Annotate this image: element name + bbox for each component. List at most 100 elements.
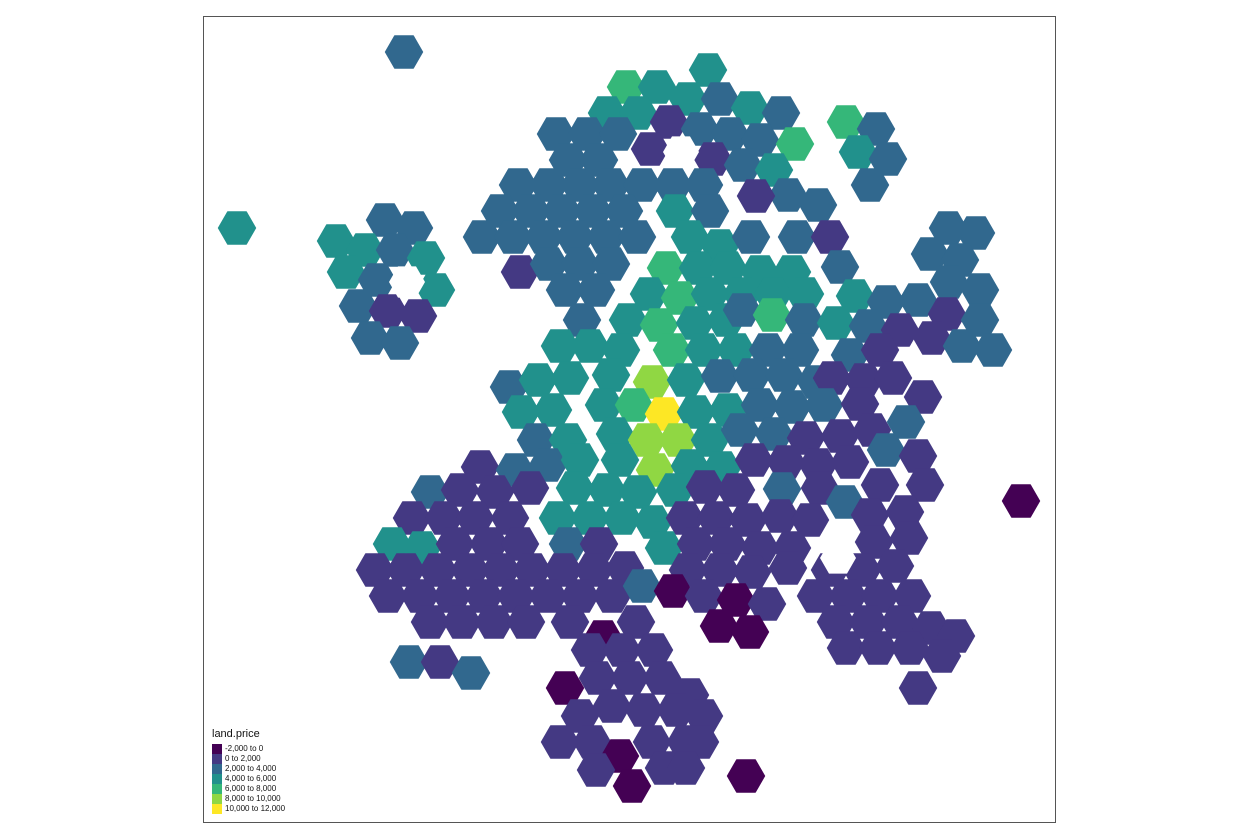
legend-swatch	[212, 744, 222, 754]
hex-cell	[637, 70, 677, 104]
hex-cell	[722, 293, 762, 327]
legend-label: 0 to 2,000	[225, 754, 261, 763]
hex-cell	[410, 605, 450, 639]
hex-cell	[956, 216, 996, 250]
hex-cell	[510, 471, 550, 505]
hex-cell	[384, 35, 424, 69]
hex-cell	[890, 631, 930, 665]
hex-cell	[493, 220, 533, 254]
hex-cell	[653, 574, 693, 608]
hex-cell	[826, 631, 866, 665]
hex-cell	[592, 689, 632, 723]
hex-cell	[560, 579, 600, 613]
hex-cell	[775, 127, 815, 161]
hex-cell	[860, 468, 900, 502]
hex-cell	[690, 194, 730, 228]
legend-label: -2,000 to 0	[225, 744, 264, 753]
hex-gap	[389, 266, 425, 298]
hex-cell	[533, 393, 573, 427]
hex-cell	[326, 255, 366, 289]
hex-cell	[500, 255, 540, 289]
hex-gap	[820, 542, 856, 574]
hex-cell	[912, 321, 952, 355]
hex-cell	[676, 527, 716, 561]
hex-cell	[726, 759, 766, 793]
legend-item: 2,000 to 4,000	[212, 764, 285, 774]
hex-cell	[592, 579, 632, 613]
hex-cell	[889, 521, 929, 555]
hex-cell	[622, 168, 662, 202]
hex-cell	[812, 361, 852, 395]
hex-cell	[868, 142, 908, 176]
hex-cell	[929, 265, 969, 299]
hex-cell	[666, 363, 706, 397]
hex-cell	[707, 527, 747, 561]
hex-cell	[790, 503, 830, 537]
legend-label: 8,000 to 10,000	[225, 794, 281, 803]
hex-cell	[736, 179, 776, 213]
hex-cell	[630, 132, 670, 166]
legend-swatch	[212, 784, 222, 794]
hex-cell	[462, 220, 502, 254]
legend-label: 6,000 to 8,000	[225, 784, 277, 793]
hex-cell	[680, 725, 720, 759]
hex-cell	[973, 333, 1013, 367]
hex-cell	[442, 605, 482, 639]
legend-item: -2,000 to 0	[212, 744, 285, 754]
hex-cell	[350, 321, 390, 355]
hex-cell	[506, 605, 546, 639]
hex-cell	[560, 443, 600, 477]
hex-cell	[622, 569, 662, 603]
legend-item: 8,000 to 10,000	[212, 794, 285, 804]
hex-cell	[777, 220, 817, 254]
hex-cell	[540, 725, 580, 759]
legend-item: 0 to 2,000	[212, 754, 285, 764]
legend-swatch	[212, 794, 222, 804]
legend-swatch	[212, 774, 222, 784]
hex-cell	[617, 220, 657, 254]
hex-cell	[699, 609, 739, 643]
legend-label: 4,000 to 6,000	[225, 774, 277, 783]
hex-cell	[1001, 484, 1041, 518]
hex-cell	[898, 439, 938, 473]
hex-cell	[873, 361, 913, 395]
legend-label: 2,000 to 4,000	[225, 764, 277, 773]
hex-cell	[766, 445, 806, 479]
legend-swatch	[212, 804, 222, 814]
hex-cell	[608, 303, 648, 337]
hex-cell	[734, 443, 774, 477]
hex-cell	[380, 326, 420, 360]
hex-cell	[389, 645, 429, 679]
hex-cell	[830, 445, 870, 479]
legend-item: 10,000 to 12,000	[212, 804, 285, 814]
hex-cell	[700, 82, 740, 116]
legend-item: 6,000 to 8,000	[212, 784, 285, 794]
hex-cell	[550, 361, 590, 395]
hex-cell	[598, 117, 638, 151]
hex-cell	[752, 298, 792, 332]
hex-cell	[886, 405, 926, 439]
hex-cell	[850, 168, 890, 202]
map-legend: land.price -2,000 to 0 0 to 2,000 2,000 …	[212, 728, 285, 814]
hex-cell	[700, 359, 740, 393]
hex-cell	[576, 273, 616, 307]
hex-cell	[217, 211, 257, 245]
hex-cell	[368, 579, 408, 613]
hex-cells	[217, 35, 1041, 803]
hex-cell	[576, 753, 616, 787]
legend-label: 10,000 to 12,000	[225, 804, 286, 813]
hex-cell	[451, 656, 491, 690]
hex-cell	[960, 273, 1000, 307]
hex-cell	[548, 527, 588, 561]
hex-cell	[730, 615, 770, 649]
legend-swatch	[212, 754, 222, 764]
hex-gap	[663, 136, 699, 168]
hex-cell	[747, 587, 787, 621]
hex-cell	[474, 605, 514, 639]
hex-cell	[591, 247, 631, 281]
hex-cell	[922, 639, 962, 673]
hex-cell	[602, 501, 642, 535]
hex-cell	[858, 631, 898, 665]
hex-cell	[820, 250, 860, 284]
